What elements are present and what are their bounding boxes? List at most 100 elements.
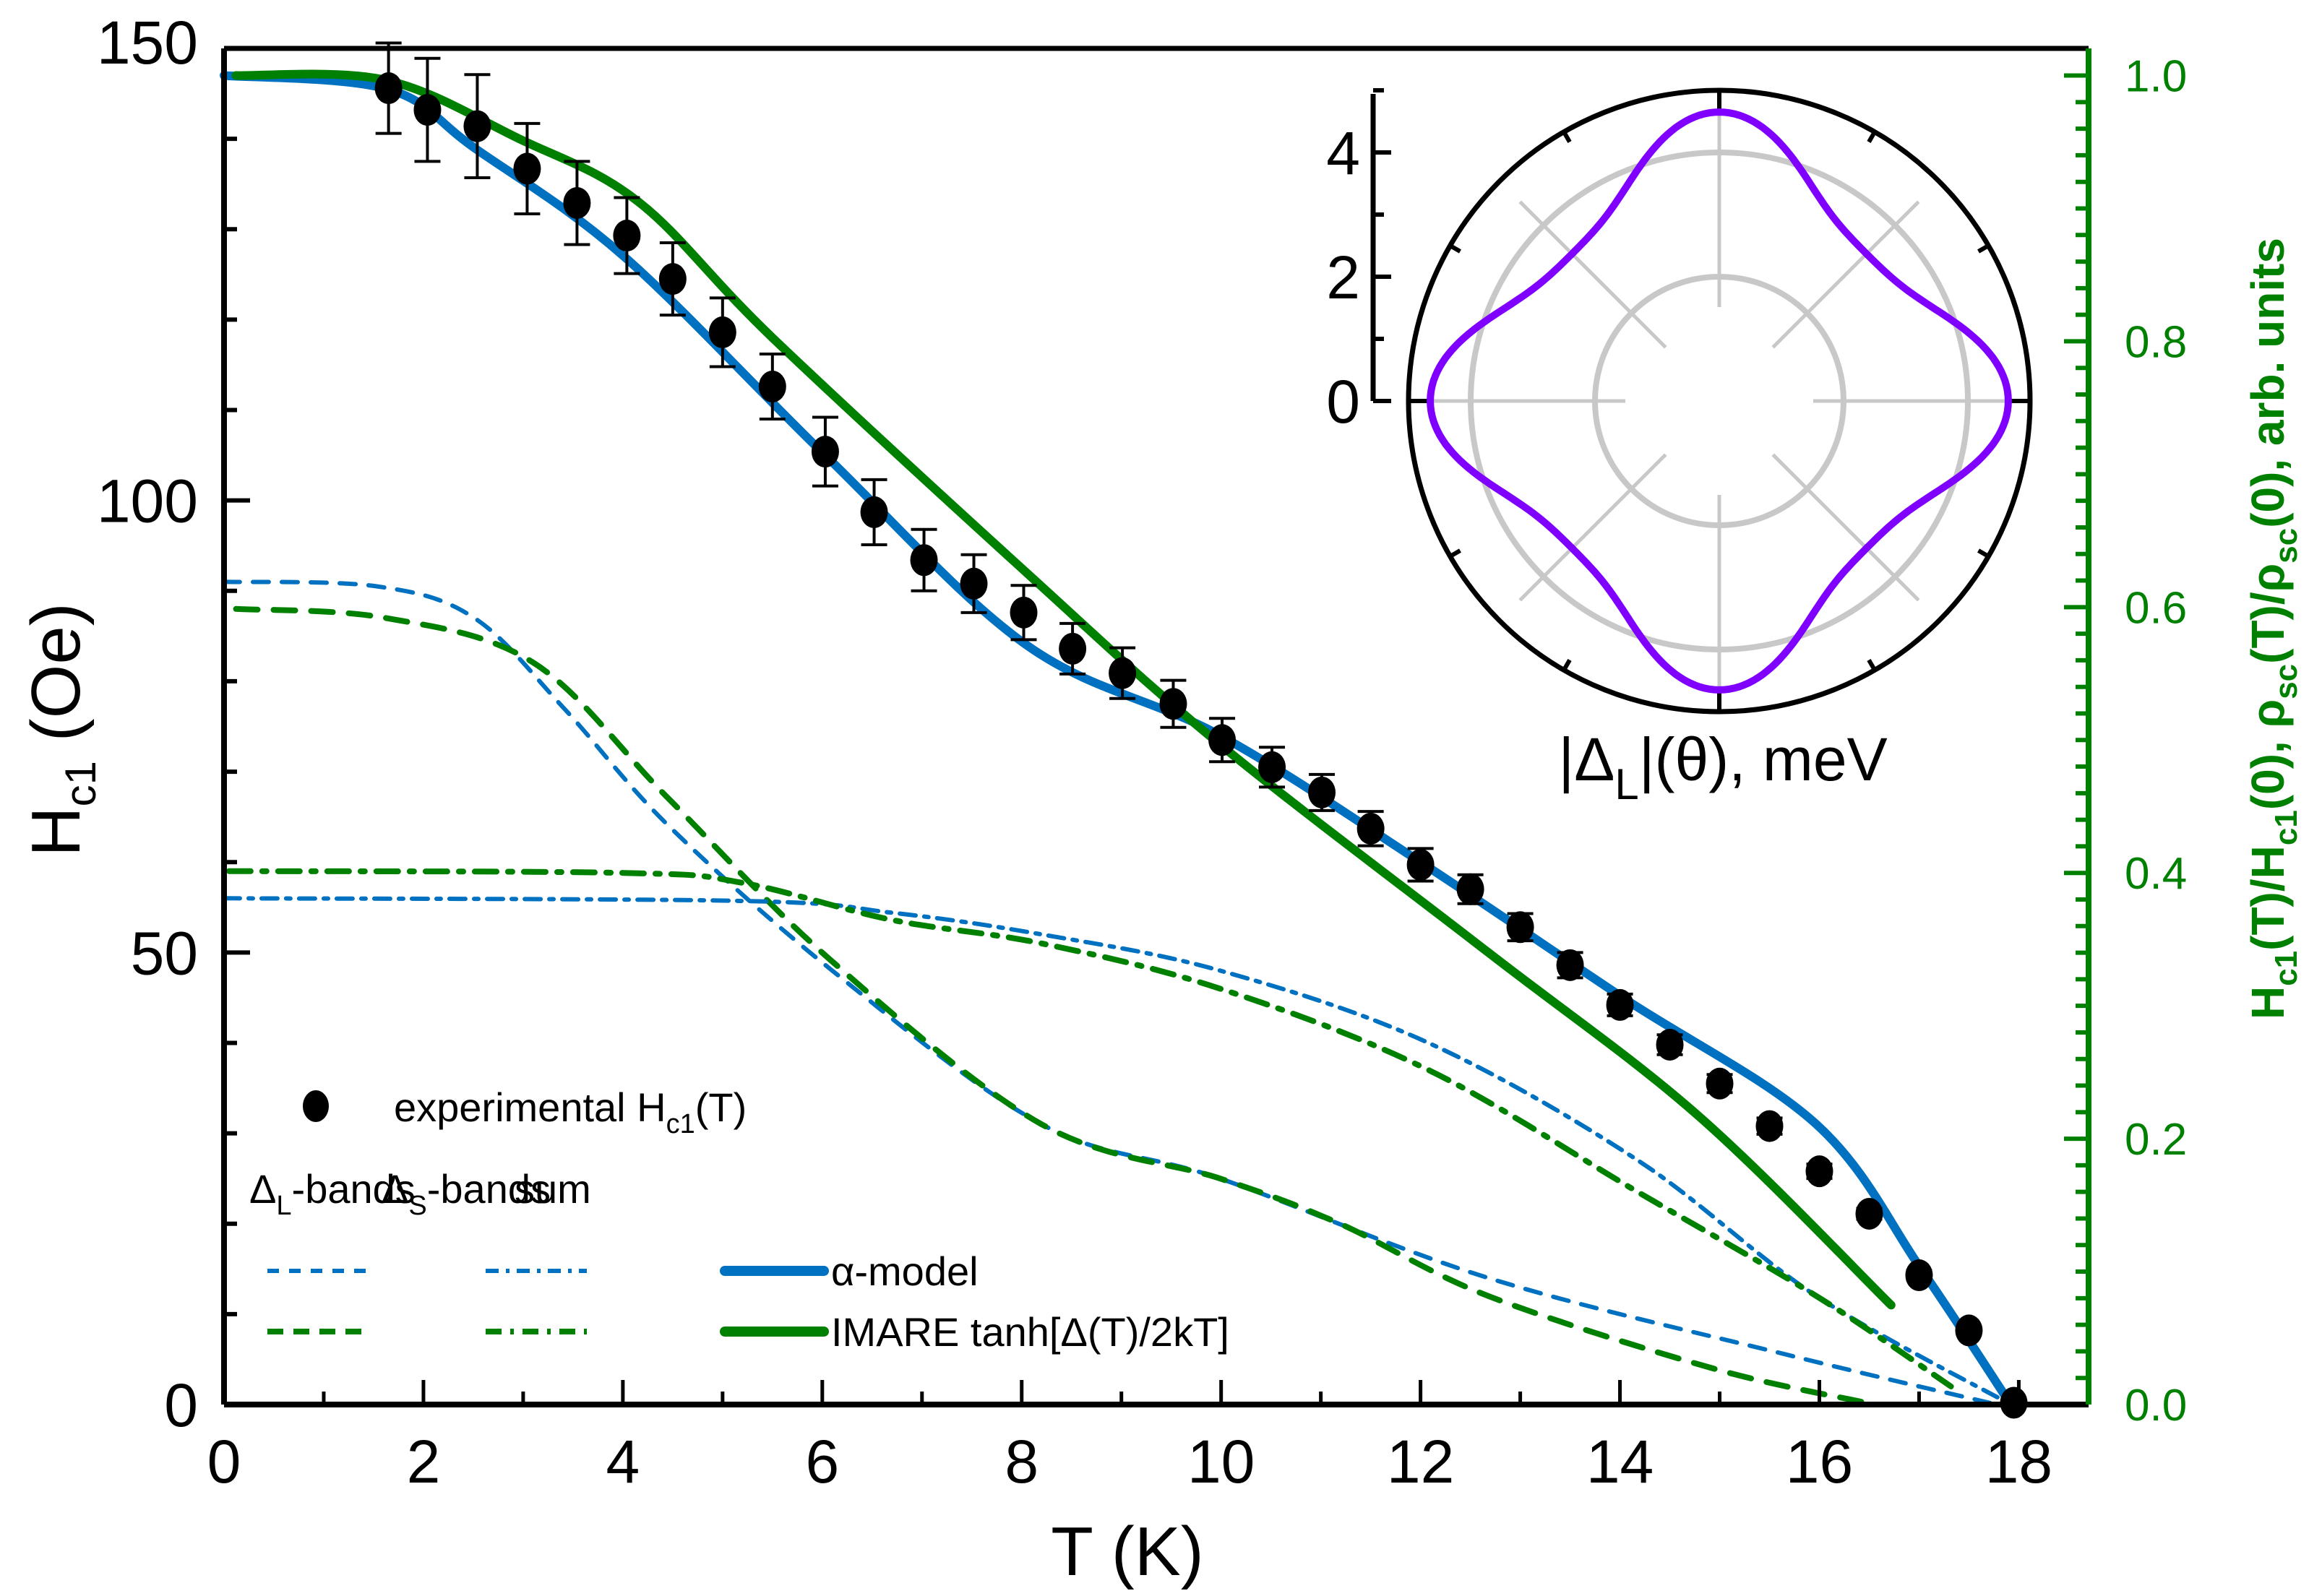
point-marker xyxy=(1109,657,1137,689)
polar-tick xyxy=(1449,243,1461,254)
point-marker xyxy=(860,496,888,528)
point-marker xyxy=(758,370,786,402)
polar-radial-tick-label: 4 xyxy=(1326,119,1360,187)
polar-gap-curve xyxy=(1427,108,2012,694)
legend-header-main: sum xyxy=(515,1166,591,1212)
y-tick-label: 150 xyxy=(97,9,198,77)
polar-tick xyxy=(1977,548,1990,558)
data-point xyxy=(1059,621,1087,676)
right-axis-title-part: (T)/H xyxy=(2242,845,2294,951)
inset-title-sub: L xyxy=(1614,760,1638,808)
point-marker xyxy=(1456,873,1484,905)
legend: experimental Hc1(T)ΔL-bandsΔS-bandssumα-… xyxy=(249,1084,1229,1355)
data-point xyxy=(1159,678,1187,729)
polar-tick xyxy=(1867,659,1877,671)
legend-row-label: IMARE tanh[Δ(T)/2kT] xyxy=(831,1309,1229,1355)
point-marker xyxy=(463,110,491,142)
data-point xyxy=(1905,1259,1933,1292)
point-marker xyxy=(1208,724,1237,756)
y-axis-title-main: H xyxy=(17,806,95,856)
point-marker xyxy=(1656,1028,1684,1061)
legend-exp-tail: (T) xyxy=(695,1084,747,1130)
right-tick-label: 0.2 xyxy=(2125,1115,2187,1165)
data-point xyxy=(1506,911,1534,944)
data-point xyxy=(960,553,988,614)
x-tick-label: 0 xyxy=(207,1428,241,1496)
legend-header-tail: -bands xyxy=(427,1166,551,1212)
right-axis-title-part: (T)/ρ xyxy=(2242,564,2294,664)
point-marker xyxy=(1556,949,1584,981)
data-point xyxy=(1706,1067,1734,1100)
data-point xyxy=(1656,1028,1684,1061)
data-point xyxy=(1456,873,1484,905)
data-point xyxy=(1855,1197,1883,1230)
data-point xyxy=(563,160,591,246)
right-axis-title: Hc1(T)/Hc1(0), ρsc(T)/ρsc(0), arb. units xyxy=(2242,238,2304,1019)
data-point xyxy=(1805,1155,1833,1188)
point-marker xyxy=(1356,812,1385,845)
x-tick-label: 16 xyxy=(1786,1428,1853,1496)
polar-tick xyxy=(1449,548,1461,558)
legend-experimental-label: experimental Hc1(T) xyxy=(394,1084,747,1139)
point-marker xyxy=(513,152,541,185)
right-axis-title-sub: sc xyxy=(2269,528,2304,564)
point-marker xyxy=(1258,751,1286,783)
point-marker xyxy=(1406,848,1435,881)
data-point xyxy=(910,527,938,592)
series-line--model-s-bands xyxy=(222,896,2013,1407)
inset-title-part: |Δ xyxy=(1558,725,1614,793)
x-tick-label: 10 xyxy=(1187,1428,1255,1496)
point-marker xyxy=(413,94,442,126)
x-tick-label: 2 xyxy=(407,1428,441,1496)
polar-tick xyxy=(1562,659,1572,671)
point-marker xyxy=(658,263,687,296)
legend-exp-sub: c1 xyxy=(666,1109,695,1139)
data-point xyxy=(1208,717,1237,764)
series-line-imare-sum xyxy=(231,69,1896,1310)
data-point xyxy=(1556,949,1584,981)
x-tick-label: 6 xyxy=(805,1428,839,1496)
point-marker xyxy=(613,220,641,252)
series-line-imare-l-bands xyxy=(233,605,1865,1405)
y-tick-label: 50 xyxy=(131,919,198,987)
legend-point-marker xyxy=(303,1090,329,1122)
legend-header-sub: L xyxy=(276,1191,291,1221)
inset-title-part: |(θ), meV xyxy=(1639,725,1888,793)
point-marker xyxy=(563,186,591,219)
polar-inset-title: |ΔL|(θ), meV xyxy=(1558,725,1887,808)
data-point xyxy=(1955,1314,1983,1347)
right-axis-title-part: (0), ρ xyxy=(2242,699,2294,810)
series-line-imare-s-bands xyxy=(225,868,1954,1389)
data-point xyxy=(658,241,687,317)
right-tick-label: 0.0 xyxy=(2125,1381,2187,1431)
data-point xyxy=(1308,772,1336,812)
y-axis-title-unit: (Oe) xyxy=(17,603,95,761)
x-tick-label: 18 xyxy=(1985,1428,2052,1496)
legend-column-header: sum xyxy=(515,1166,591,1212)
right-axis-title-part: (0), arb. units xyxy=(2242,238,2294,528)
data-point xyxy=(613,196,641,275)
data-point xyxy=(1755,1110,1784,1142)
legend-exp-main: experimental H xyxy=(394,1084,666,1130)
legend-row-label: α-model xyxy=(831,1248,979,1294)
point-marker xyxy=(910,544,938,577)
right-axis-title-sub: c1 xyxy=(2269,810,2304,845)
point-marker xyxy=(960,567,988,600)
right-axis-title-sub: c1 xyxy=(2269,951,2304,986)
data-point xyxy=(860,478,888,546)
right-tick-label: 0.4 xyxy=(2125,849,2187,899)
axes: 0 2 4 6 8 10 12 14 16 18 0 50 100 150 0.0 0.2 0.4 0.6 0.8 1… xyxy=(17,9,2304,1590)
right-tick-label: 0.8 xyxy=(2125,317,2187,367)
polar-tick xyxy=(1977,243,1990,254)
legend-header-main: Δ xyxy=(382,1166,408,1212)
polar-tick xyxy=(1867,131,1877,143)
data-point xyxy=(513,121,541,215)
polar-grid-circle xyxy=(1468,150,1971,652)
right-tick-label: 0.6 xyxy=(2125,583,2187,633)
y-tick-label: 100 xyxy=(97,467,198,535)
x-tick-label: 8 xyxy=(1005,1428,1039,1496)
x-tick-label: 12 xyxy=(1387,1428,1454,1496)
point-marker xyxy=(1010,596,1038,629)
data-point xyxy=(1109,646,1137,700)
data-point xyxy=(1010,584,1038,642)
